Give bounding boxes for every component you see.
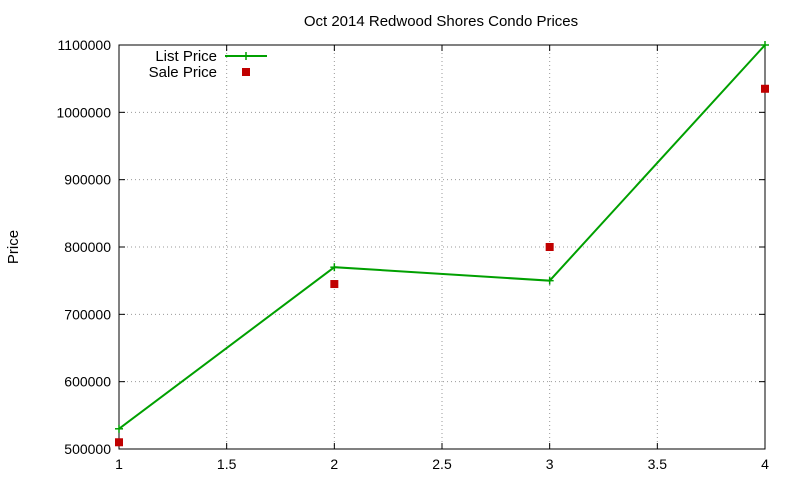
y-tick-label: 900000 [64, 172, 111, 188]
list-price-point [115, 424, 123, 433]
y-axis-label: Price [5, 230, 22, 264]
legend-label: Sale Price [149, 64, 217, 81]
plot-frame [118, 44, 766, 450]
sale-price-point [115, 438, 123, 447]
y-tick-label: 800000 [64, 239, 111, 255]
x-tick-label: 2.5 [432, 456, 452, 472]
list-price-point [545, 276, 554, 285]
chart-title: Oct 2014 Redwood Shores Condo Prices [304, 13, 578, 30]
y-tick-label: 700000 [64, 306, 111, 322]
sale-price-point [545, 243, 554, 251]
list-price-point [330, 263, 339, 272]
x-tick-label: 4 [761, 456, 769, 472]
x-tick-label: 1.5 [217, 456, 237, 472]
legend-square-sample [242, 68, 250, 76]
tick-labels: 500000 600000 700000 800000 900000 1000000 110… [56, 37, 769, 472]
y-tick-label: 1100000 [58, 37, 112, 53]
y-tick-label: 600000 [64, 374, 111, 390]
legend-label: List Price [155, 48, 217, 65]
y-tick-label: 1000000 [56, 104, 111, 120]
x-tick-label: 2 [330, 456, 338, 472]
list-price-point [761, 41, 769, 49]
x-tick-label: 3 [546, 456, 554, 472]
x-tick-label: 1 [115, 456, 123, 472]
series [115, 41, 769, 447]
grid [119, 45, 765, 449]
y-tick-label: 500000 [64, 441, 111, 457]
list-price-point [242, 52, 250, 60]
sale-price-point [761, 84, 769, 93]
x-tick-label: 3.5 [648, 456, 668, 472]
list-price-line [118, 44, 766, 430]
sale-price-point [330, 280, 339, 289]
